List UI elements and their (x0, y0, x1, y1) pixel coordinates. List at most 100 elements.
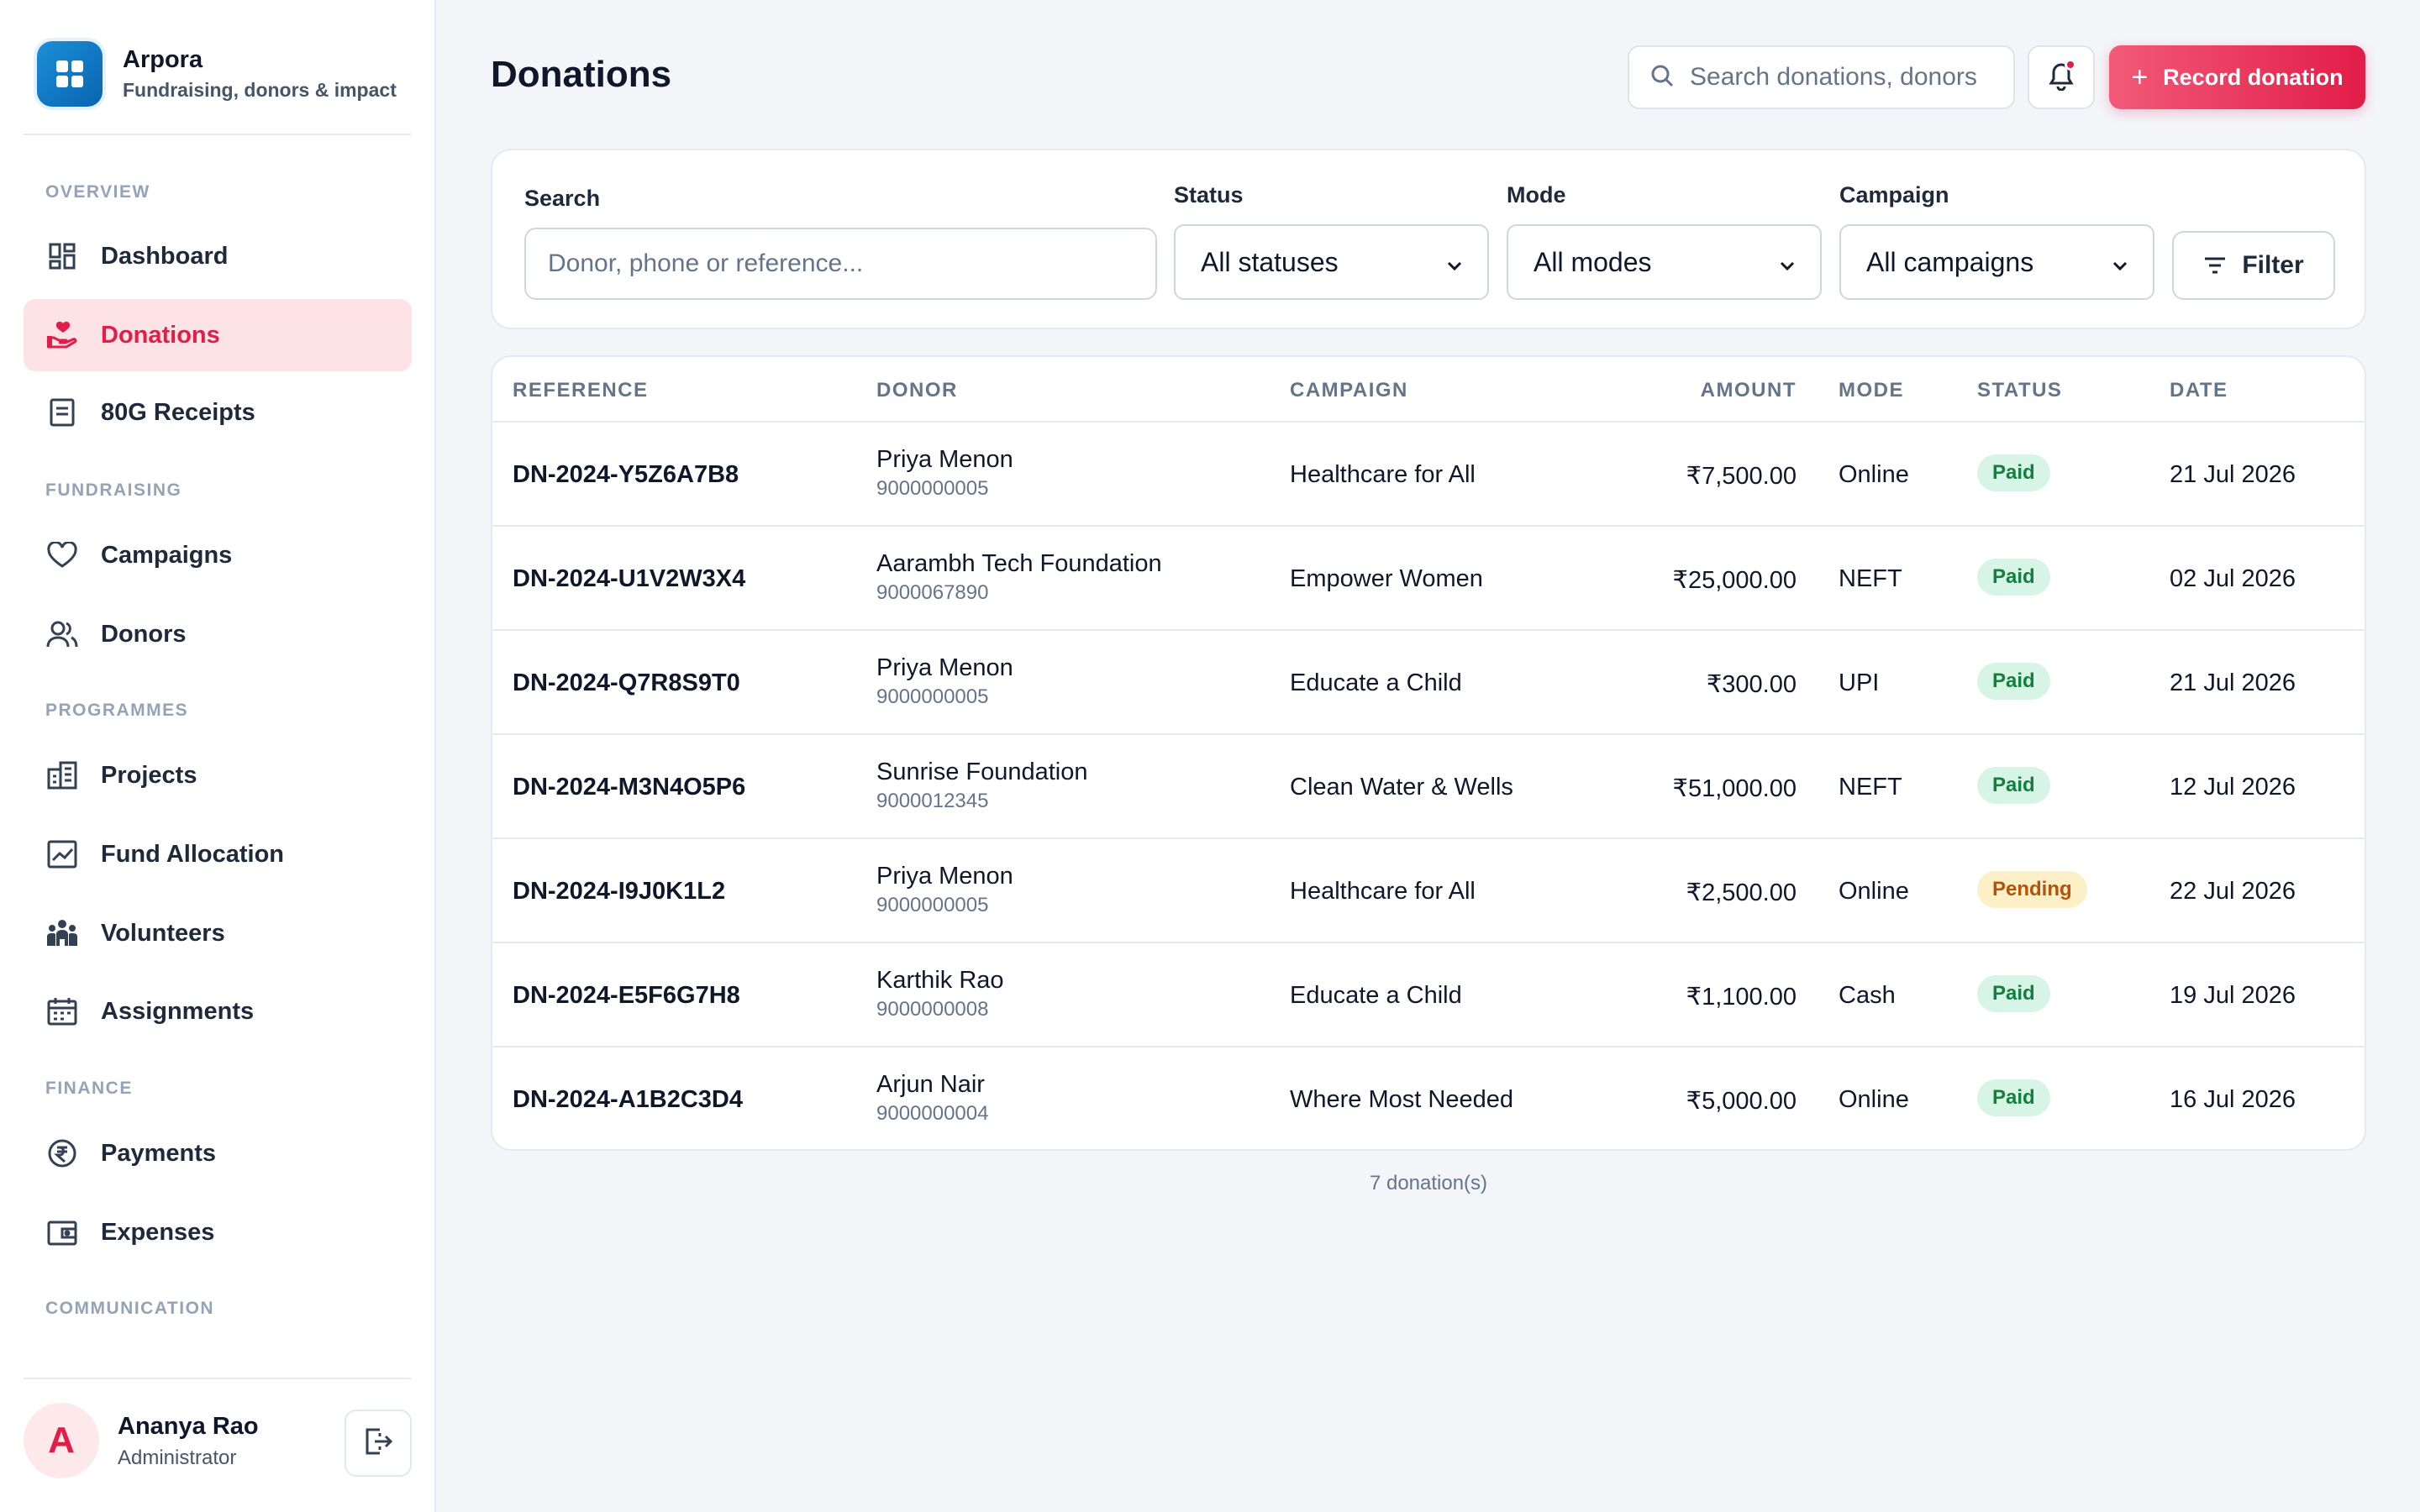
donor-name: Priya Menon (876, 654, 1013, 681)
notifications-button[interactable] (2028, 45, 2095, 109)
filter-button-label: Filter (2242, 251, 2304, 279)
filter-button[interactable]: Filter (2172, 231, 2335, 300)
donor-cell[interactable]: Priya Menon 9000000005 (876, 863, 1013, 917)
status-cell: Paid (1977, 559, 2050, 596)
global-search[interactable] (1628, 45, 2015, 109)
status-cell: Paid (1977, 663, 2050, 700)
donor-cell[interactable]: Arjun Nair 9000000004 (876, 1071, 988, 1126)
brand[interactable]: Arpora Fundraising, donors & impact (37, 40, 397, 108)
table-row[interactable]: DN-2024-Q7R8S9T0 Priya Menon 9000000005 Edu… (492, 631, 2365, 735)
reference-cell[interactable]: DN-2024-M3N4O5P6 (513, 774, 746, 801)
table-row[interactable]: DN-2024-Y5Z6A7B8 Priya Menon 9000000005 Hea… (492, 423, 2365, 527)
column-header-reference[interactable]: REFERENCE (513, 379, 649, 402)
column-header-amount[interactable]: AMOUNT (1700, 379, 1797, 402)
record-donation-button[interactable]: + Record donation (2109, 45, 2365, 109)
mode-select[interactable]: All modes (1507, 224, 1822, 300)
avatar[interactable]: A (24, 1403, 99, 1478)
campaign-cell: Where Most Needed (1290, 1086, 1513, 1113)
column-header-date[interactable]: DATE (2170, 379, 2228, 402)
reference-cell[interactable]: DN-2024-A1B2C3D4 (513, 1086, 743, 1113)
table-row[interactable]: DN-2024-U1V2W3X4 Aarambh Tech Foundation 9… (492, 527, 2365, 631)
section-programmes: PROGRAMMES (45, 701, 189, 720)
sidebar-item-assignments[interactable]: Assignments (24, 975, 412, 1047)
column-header-mode[interactable]: MODE (1839, 379, 1904, 402)
calendar-icon (45, 995, 79, 1028)
status-cell: Pending (1977, 871, 2087, 908)
donor-name: Priya Menon (876, 863, 1013, 890)
campaign-select[interactable]: All campaigns (1839, 224, 2154, 300)
reference-cell[interactable]: DN-2024-I9J0K1L2 (513, 878, 726, 905)
rupee-icon (45, 1137, 79, 1170)
sidebar-item-expenses[interactable]: Expenses (24, 1196, 412, 1268)
donor-name: Priya Menon (876, 446, 1013, 473)
status-badge: Paid (1977, 663, 2050, 700)
campaign-cell: Healthcare for All (1290, 878, 1476, 905)
sidebar-item-donations[interactable]: Donations (24, 299, 412, 371)
table-row[interactable]: DN-2024-E5F6G7H8 Karthik Rao 9000000008 Edu… (492, 943, 2365, 1047)
table-row[interactable]: DN-2024-M3N4O5P6 Sunrise Foundation 900001… (492, 735, 2365, 839)
amount-cell: ₹2,500.00 (1686, 879, 1797, 906)
heart-icon (45, 538, 79, 572)
mode-cell: Cash (1839, 982, 1896, 1009)
reference-cell[interactable]: DN-2024-E5F6G7H8 (513, 982, 740, 1009)
campaign-cell: Educate a Child (1290, 669, 1462, 696)
sidebar-item-volunteers[interactable]: Volunteers (24, 897, 412, 969)
campaign-select-value: All campaigns (1866, 246, 2034, 277)
donor-cell[interactable]: Priya Menon 9000000005 (876, 446, 1013, 501)
amount-cell: ₹7,500.00 (1686, 463, 1797, 490)
date-cell: 16 Jul 2026 (2170, 1086, 2296, 1113)
mode-cell: UPI (1839, 669, 1880, 696)
status-badge: Paid (1977, 454, 2050, 491)
grid-icon (37, 41, 103, 107)
plus-icon: + (2131, 61, 2149, 93)
table-row[interactable]: DN-2024-I9J0K1L2 Priya Menon 9000000005 Hea… (492, 839, 2365, 943)
status-badge: Paid (1977, 767, 2050, 804)
donor-phone: 9000000005 (876, 685, 989, 708)
donor-cell[interactable]: Priya Menon 9000000005 (876, 654, 1013, 709)
logout-icon (363, 1426, 393, 1461)
sidebar-item-payments[interactable]: Payments (24, 1117, 412, 1189)
sidebar-item-dashboard[interactable]: Dashboard (24, 220, 412, 292)
search-icon (1649, 63, 1675, 92)
user-role: Administrator (118, 1446, 237, 1469)
mode-cell: Online (1839, 1086, 1909, 1113)
amount-cell: ₹51,000.00 (1672, 775, 1797, 802)
sidebar-item-label: Assignments (101, 997, 255, 1025)
donor-cell[interactable]: Aarambh Tech Foundation 9000067890 (876, 550, 1162, 605)
dashboard-icon (45, 239, 79, 273)
column-header-donor[interactable]: DONOR (876, 379, 958, 402)
column-header-status[interactable]: STATUS (1977, 379, 2063, 402)
donor-cell[interactable]: Karthik Rao 9000000008 (876, 967, 1004, 1021)
donor-cell[interactable]: Sunrise Foundation 9000012345 (876, 759, 1088, 813)
sidebar-item-label: Projects (101, 761, 197, 789)
date-cell: 21 Jul 2026 (2170, 461, 2296, 488)
sidebar: Arpora Fundraising, donors & impact OVER… (0, 0, 436, 1512)
receipt-icon (45, 396, 79, 429)
reference-cell[interactable]: DN-2024-Y5Z6A7B8 (513, 461, 739, 488)
status-select[interactable]: All statuses (1174, 224, 1489, 300)
mode-label: Mode (1507, 182, 1566, 207)
global-search-input[interactable] (1690, 63, 2009, 92)
sidebar-item-label: Volunteers (101, 919, 225, 947)
sidebar-item-80g-receipts[interactable]: 80G Receipts (24, 376, 412, 449)
mode-cell: NEFT (1839, 774, 1902, 801)
campaign-cell: Clean Water & Wells (1290, 774, 1513, 801)
logout-button[interactable] (345, 1410, 412, 1477)
table-row[interactable]: DN-2024-A1B2C3D4 Arjun Nair 9000000004 Wher… (492, 1047, 2365, 1149)
reference-cell[interactable]: DN-2024-Q7R8S9T0 (513, 669, 740, 696)
reference-cell[interactable]: DN-2024-U1V2W3X4 (513, 565, 746, 592)
sidebar-item-projects[interactable]: Projects (24, 739, 412, 811)
sidebar-item-fund-allocation[interactable]: Fund Allocation (24, 818, 412, 890)
sidebar-item-donors[interactable]: Donors (24, 598, 412, 670)
filter-panel: Search Status All statuses Mode All mode… (491, 149, 2366, 329)
amount-cell: ₹1,100.00 (1686, 984, 1797, 1011)
donor-name: Aarambh Tech Foundation (876, 550, 1162, 577)
status-cell: Paid (1977, 975, 2050, 1012)
section-fundraising: FUNDRAISING (45, 480, 182, 500)
column-header-campaign[interactable]: CAMPAIGN (1290, 379, 1408, 402)
amount-cell: ₹5,000.00 (1686, 1088, 1797, 1115)
amount-cell: ₹300.00 (1706, 671, 1797, 698)
filter-search-input[interactable] (524, 228, 1157, 300)
status-select-value: All statuses (1201, 246, 1339, 277)
sidebar-item-campaigns[interactable]: Campaigns (24, 519, 412, 591)
